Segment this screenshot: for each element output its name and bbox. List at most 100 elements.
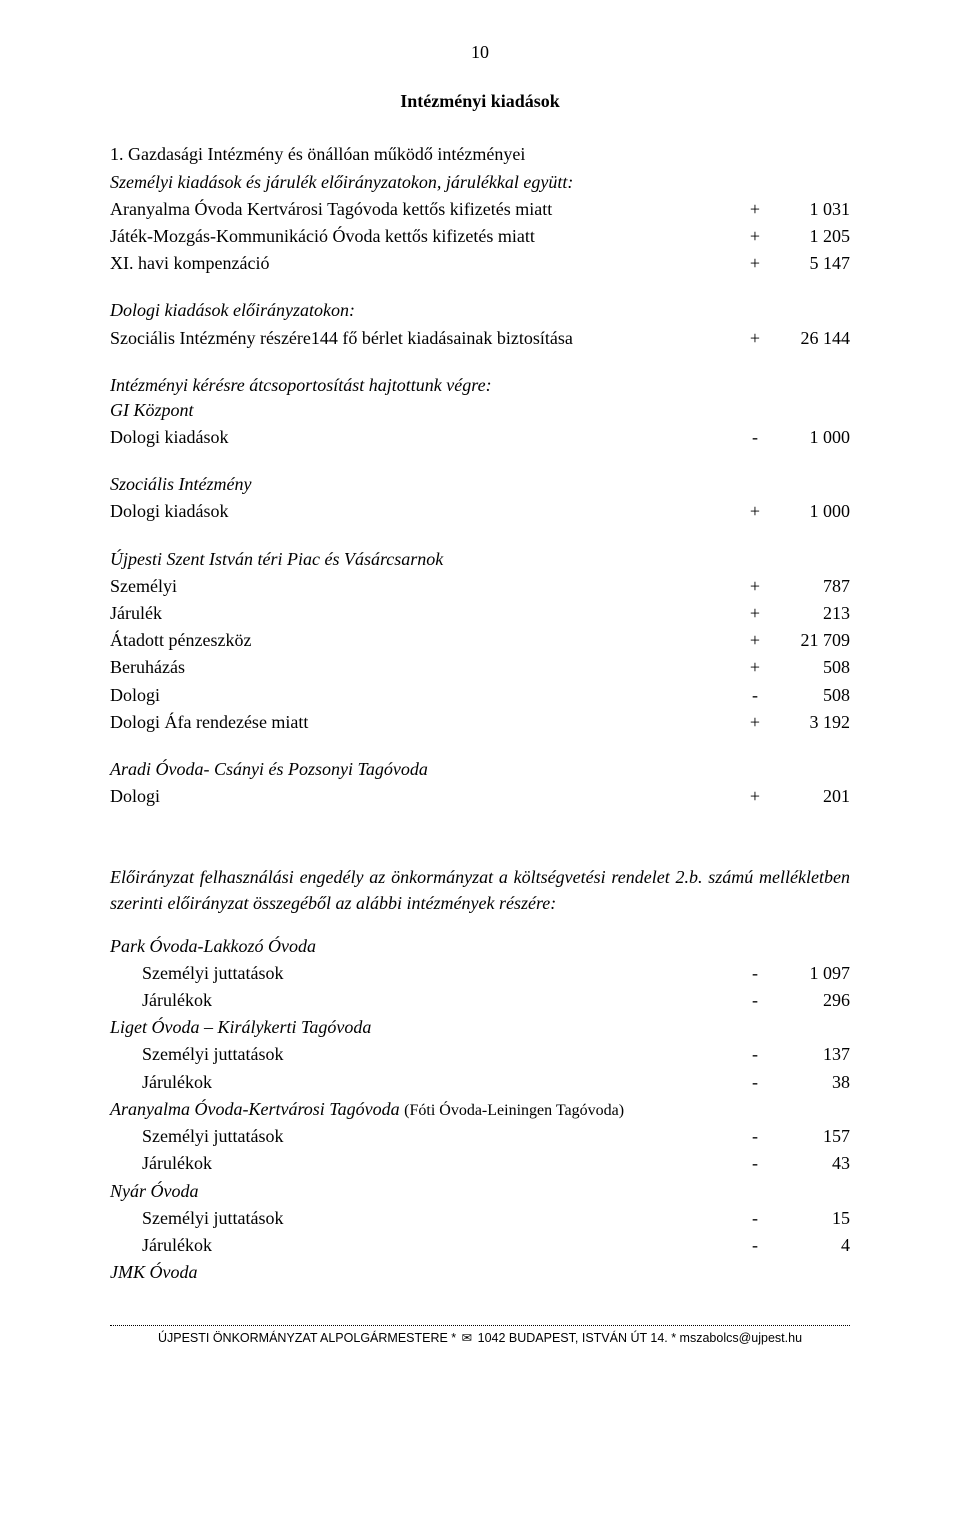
line-sign: - bbox=[740, 1070, 770, 1095]
line-value: 508 bbox=[770, 655, 850, 680]
line-sign: + bbox=[740, 197, 770, 222]
line-item: Beruházás + 508 bbox=[110, 655, 850, 680]
line-value: 787 bbox=[770, 574, 850, 599]
line-value: 5 147 bbox=[770, 251, 850, 276]
line-label: Dologi bbox=[110, 683, 740, 708]
line-item: Személyi juttatások - 157 bbox=[110, 1124, 850, 1149]
line-value: 157 bbox=[770, 1124, 850, 1149]
line-item: Átadott pénzeszköz + 21 709 bbox=[110, 628, 850, 653]
line-sign: - bbox=[740, 683, 770, 708]
paragraph-usage-permit: Előirányzat felhasználási engedély az ön… bbox=[110, 865, 850, 915]
page-number: 10 bbox=[110, 40, 850, 65]
line-sign: + bbox=[740, 499, 770, 524]
line-sign: - bbox=[740, 1151, 770, 1176]
line-label: Játék-Mozgás-Kommunikáció Óvoda kettős k… bbox=[110, 224, 740, 249]
footer-mid: 1042 BUDAPEST, ISTVÁN ÚT 14. * mszabolcs… bbox=[478, 1331, 802, 1345]
line-value: 43 bbox=[770, 1151, 850, 1176]
line-value: 1 205 bbox=[770, 224, 850, 249]
line-value: 201 bbox=[770, 784, 850, 809]
line-label: Dologi Áfa rendezése miatt bbox=[110, 710, 740, 735]
line-value: 1 097 bbox=[770, 961, 850, 986]
numbered-heading: 1. Gazdasági Intézmény és önállóan működ… bbox=[110, 142, 850, 167]
line-sign: + bbox=[740, 710, 770, 735]
line-label: Szociális Intézmény részére144 fő bérlet… bbox=[110, 326, 740, 351]
subheading-regroup: Intézményi kérésre átcsoportosítást hajt… bbox=[110, 373, 850, 398]
institution-name-park: Park Óvoda-Lakkozó Óvoda bbox=[110, 934, 850, 959]
footer: ÚJPESTI ÖNKORMÁNYZAT ALPOLGÁRMESTERE * ✉… bbox=[110, 1325, 850, 1348]
line-item: Dologi kiadások - 1 000 bbox=[110, 425, 850, 450]
group-name-szoc: Szociális Intézmény bbox=[110, 472, 850, 497]
line-item: Járulék + 213 bbox=[110, 601, 850, 626]
line-item: Dologi + 201 bbox=[110, 784, 850, 809]
line-value: 3 192 bbox=[770, 710, 850, 735]
line-label: XI. havi kompenzáció bbox=[110, 251, 740, 276]
line-label: Személyi juttatások bbox=[110, 1124, 740, 1149]
line-item: Járulékok - 43 bbox=[110, 1151, 850, 1176]
subheading-personal: Személyi kiadások és járulék előirányzat… bbox=[110, 170, 850, 195]
line-label: Dologi kiadások bbox=[110, 425, 740, 450]
line-value: 38 bbox=[770, 1070, 850, 1095]
line-item: Járulékok - 38 bbox=[110, 1070, 850, 1095]
line-item: Személyi juttatások - 15 bbox=[110, 1206, 850, 1231]
line-sign: + bbox=[740, 628, 770, 653]
institution-name-aranyalma: Aranyalma Óvoda-Kertvárosi Tagóvoda (Fót… bbox=[110, 1097, 850, 1122]
line-sign: - bbox=[740, 961, 770, 986]
line-value: 15 bbox=[770, 1206, 850, 1231]
line-label: Dologi kiadások bbox=[110, 499, 740, 524]
line-label: Járulékok bbox=[110, 1151, 740, 1176]
line-item: XI. havi kompenzáció + 5 147 bbox=[110, 251, 850, 276]
line-value: 213 bbox=[770, 601, 850, 626]
line-label: Személyi juttatások bbox=[110, 1042, 740, 1067]
line-item: Személyi juttatások - 1 097 bbox=[110, 961, 850, 986]
line-sign: + bbox=[740, 251, 770, 276]
page-title: Intézményi kiadások bbox=[110, 89, 850, 114]
line-item: Dologi Áfa rendezése miatt + 3 192 bbox=[110, 710, 850, 735]
line-sign: - bbox=[740, 1233, 770, 1258]
line-item: Aranyalma Óvoda Kertvárosi Tagóvoda kett… bbox=[110, 197, 850, 222]
institution-note: (Fóti Óvoda-Leiningen Tagóvoda) bbox=[404, 1102, 624, 1119]
line-sign: - bbox=[740, 1042, 770, 1067]
footer-divider bbox=[110, 1325, 850, 1326]
line-value: 1 031 bbox=[770, 197, 850, 222]
line-label: Járulék bbox=[110, 601, 740, 626]
line-item: Járulékok - 4 bbox=[110, 1233, 850, 1258]
institution-name-jmk: JMK Óvoda bbox=[110, 1260, 850, 1285]
line-item: Járulékok - 296 bbox=[110, 988, 850, 1013]
footer-left: ÚJPESTI ÖNKORMÁNYZAT ALPOLGÁRMESTERE * bbox=[158, 1331, 456, 1345]
line-value: 4 bbox=[770, 1233, 850, 1258]
group-name-gi: GI Központ bbox=[110, 398, 850, 423]
line-sign: + bbox=[740, 601, 770, 626]
line-label: Járulékok bbox=[110, 1070, 740, 1095]
line-label: Személyi bbox=[110, 574, 740, 599]
line-sign: - bbox=[740, 1206, 770, 1231]
line-label: Dologi bbox=[110, 784, 740, 809]
group-name-aradi: Aradi Óvoda- Csányi és Pozsonyi Tagóvoda bbox=[110, 757, 850, 782]
line-label: Járulékok bbox=[110, 988, 740, 1013]
line-sign: + bbox=[740, 784, 770, 809]
line-item: Személyi juttatások - 137 bbox=[110, 1042, 850, 1067]
line-label: Személyi juttatások bbox=[110, 1206, 740, 1231]
line-label: Személyi juttatások bbox=[110, 961, 740, 986]
line-item: Dologi - 508 bbox=[110, 683, 850, 708]
line-label: Beruházás bbox=[110, 655, 740, 680]
line-sign: + bbox=[740, 574, 770, 599]
line-value: 296 bbox=[770, 988, 850, 1013]
line-label: Átadott pénzeszköz bbox=[110, 628, 740, 653]
institution-name-liget: Liget Óvoda – Királykerti Tagóvoda bbox=[110, 1015, 850, 1040]
line-value: 137 bbox=[770, 1042, 850, 1067]
group-name-piac: Újpesti Szent István téri Piac és Vásárc… bbox=[110, 547, 850, 572]
line-sign: + bbox=[740, 224, 770, 249]
subheading-material: Dologi kiadások előirányzatokon: bbox=[110, 298, 850, 323]
line-label: Aranyalma Óvoda Kertvárosi Tagóvoda kett… bbox=[110, 197, 740, 222]
line-value: 26 144 bbox=[770, 326, 850, 351]
line-sign: - bbox=[740, 988, 770, 1013]
line-label: Járulékok bbox=[110, 1233, 740, 1258]
institution-name-text: Aranyalma Óvoda-Kertvárosi Tagóvoda bbox=[110, 1099, 404, 1119]
line-item: Személyi + 787 bbox=[110, 574, 850, 599]
line-value: 1 000 bbox=[770, 425, 850, 450]
line-sign: + bbox=[740, 326, 770, 351]
line-value: 508 bbox=[770, 683, 850, 708]
line-sign: + bbox=[740, 655, 770, 680]
envelope-icon: ✉ bbox=[462, 1330, 472, 1348]
line-sign: - bbox=[740, 425, 770, 450]
